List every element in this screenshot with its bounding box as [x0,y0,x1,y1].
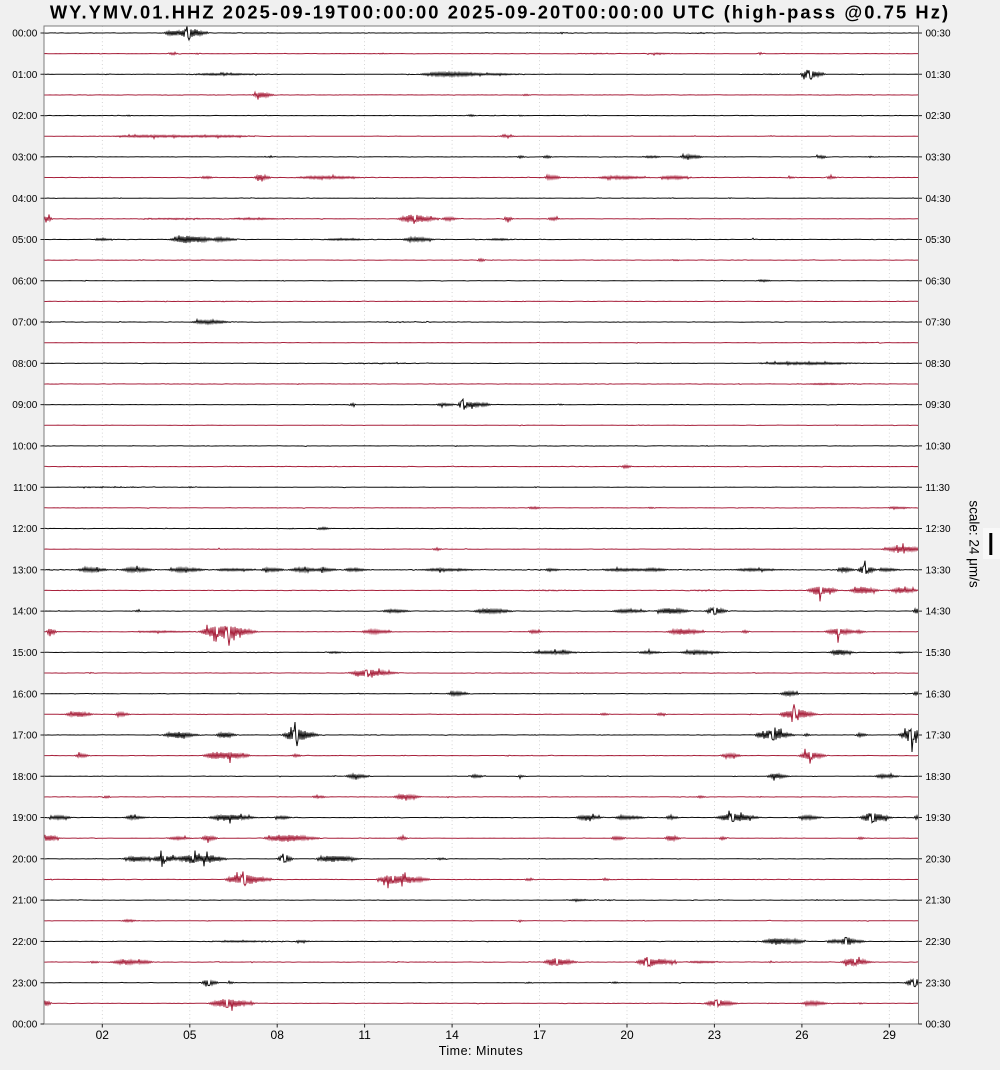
svg-text:22:30: 22:30 [926,937,951,948]
svg-text:02:00: 02:00 [12,111,37,122]
svg-text:09:00: 09:00 [12,400,37,411]
svg-text:Time: Minutes: Time: Minutes [439,1044,524,1058]
svg-text:17:00: 17:00 [12,731,37,742]
svg-text:00:00: 00:00 [12,1020,37,1031]
svg-text:14:30: 14:30 [926,607,951,618]
svg-text:18:30: 18:30 [926,772,951,783]
svg-text:15:30: 15:30 [926,648,951,659]
svg-text:13:30: 13:30 [926,565,951,576]
svg-text:10:00: 10:00 [12,442,37,453]
svg-text:13:00: 13:00 [12,565,37,576]
svg-text:07:30: 07:30 [926,318,951,329]
svg-text:05:30: 05:30 [926,235,951,246]
svg-text:scale: 24 μm/s: scale: 24 μm/s [967,500,982,588]
svg-text:20: 20 [620,1028,634,1042]
svg-text:11:00: 11:00 [13,483,38,494]
svg-text:26: 26 [795,1028,809,1042]
svg-text:16:00: 16:00 [12,689,37,700]
svg-text:17:30: 17:30 [926,731,951,742]
svg-text:08:30: 08:30 [926,359,951,370]
svg-text:15:00: 15:00 [12,648,37,659]
svg-text:07:00: 07:00 [12,318,37,329]
svg-text:04:30: 04:30 [926,194,951,205]
svg-text:10:30: 10:30 [926,442,951,453]
svg-text:20:00: 20:00 [12,854,37,865]
svg-text:03:00: 03:00 [12,153,37,164]
svg-text:21:00: 21:00 [12,896,37,907]
svg-text:23:30: 23:30 [926,978,951,989]
svg-text:02: 02 [96,1028,110,1042]
svg-text:08:00: 08:00 [12,359,37,370]
svg-text:03:30: 03:30 [926,153,951,164]
svg-text:00:30: 00:30 [926,1020,951,1031]
svg-text:00:00: 00:00 [12,29,37,40]
svg-text:18:00: 18:00 [12,772,37,783]
svg-text:16:30: 16:30 [926,689,951,700]
svg-text:05:00: 05:00 [12,235,37,246]
svg-text:00:30: 00:30 [926,29,951,40]
svg-text:08: 08 [271,1028,285,1042]
svg-text:05: 05 [183,1028,197,1042]
svg-text:01:00: 01:00 [12,70,37,81]
svg-text:19:30: 19:30 [926,813,951,824]
svg-text:14: 14 [445,1028,459,1042]
svg-text:11: 11 [358,1028,371,1042]
svg-text:23:00: 23:00 [12,978,37,989]
svg-text:12:30: 12:30 [926,524,951,535]
svg-text:21:30: 21:30 [926,896,951,907]
svg-text:09:30: 09:30 [926,400,951,411]
svg-text:06:00: 06:00 [12,276,37,287]
svg-text:WY.YMV.01.HHZ 2025-09-19T00:00: WY.YMV.01.HHZ 2025-09-19T00:00:00 2025-0… [50,2,950,23]
svg-text:11:30: 11:30 [926,483,951,494]
svg-text:19:00: 19:00 [12,813,37,824]
svg-text:12:00: 12:00 [12,524,37,535]
svg-text:29: 29 [883,1028,897,1042]
svg-text:02:30: 02:30 [926,111,951,122]
svg-text:17: 17 [533,1028,547,1042]
svg-text:22:00: 22:00 [12,937,37,948]
svg-text:23: 23 [708,1028,722,1042]
svg-text:04:00: 04:00 [12,194,37,205]
svg-text:20:30: 20:30 [926,854,951,865]
svg-text:01:30: 01:30 [926,70,951,81]
svg-text:14:00: 14:00 [12,607,37,618]
svg-text:06:30: 06:30 [926,276,951,287]
